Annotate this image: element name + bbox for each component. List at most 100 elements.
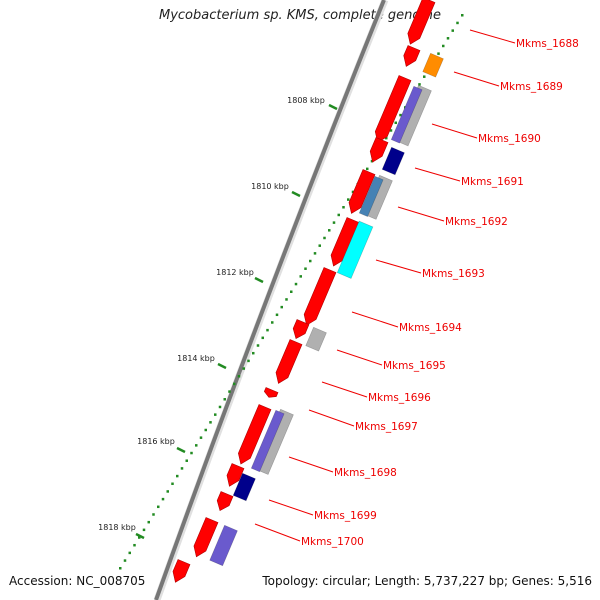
ruler-dot bbox=[218, 405, 222, 409]
ruler-dot bbox=[242, 367, 245, 370]
gene-leader-line bbox=[414, 167, 461, 182]
ruler-dot bbox=[223, 398, 226, 401]
gene-label: Mkms_1688 bbox=[516, 38, 579, 50]
gene-block bbox=[390, 85, 423, 144]
ruler-dot bbox=[456, 21, 459, 25]
ruler-dot bbox=[209, 421, 212, 424]
cds-arrow bbox=[374, 75, 412, 143]
ruler-dot bbox=[294, 282, 298, 286]
ruler-dot bbox=[166, 490, 169, 493]
ruler-dot bbox=[275, 313, 279, 317]
ruler-dot bbox=[190, 451, 193, 455]
ruler-dot bbox=[461, 14, 464, 17]
ruler-dot bbox=[442, 44, 445, 48]
ruler-dot bbox=[385, 136, 388, 140]
ruler-dot bbox=[214, 413, 217, 416]
ruler-dot bbox=[332, 221, 336, 224]
gene-label: Mkms_1693 bbox=[422, 268, 485, 280]
gene-label: Mkms_1699 bbox=[314, 510, 377, 522]
ruler-label: 1814 kbp bbox=[177, 354, 215, 363]
ruler-dot bbox=[290, 290, 293, 293]
gene-label: Mkms_1698 bbox=[334, 467, 397, 479]
genome-summary-text: Topology: circular; Length: 5,737,227 bp… bbox=[262, 574, 592, 588]
ruler-dot bbox=[418, 83, 421, 86]
ruler-dot bbox=[285, 298, 288, 301]
gene-leader-line bbox=[469, 29, 516, 44]
ruler-dot bbox=[247, 359, 250, 363]
ruler-dot bbox=[389, 129, 393, 132]
ruler-dot bbox=[437, 52, 440, 55]
ruler-major-tick bbox=[254, 276, 264, 284]
gene-label: Mkms_1691 bbox=[461, 176, 524, 188]
gene-label: Mkms_1690 bbox=[478, 133, 541, 145]
gene-leader-line bbox=[453, 71, 500, 87]
ruler-dot bbox=[271, 321, 274, 324]
cds-arrow bbox=[275, 339, 303, 384]
ruler-dot bbox=[451, 29, 454, 32]
gene-leader-line bbox=[351, 311, 399, 328]
gene-block bbox=[232, 472, 256, 502]
cds-arrow bbox=[303, 267, 337, 326]
ruler-dot bbox=[256, 344, 260, 347]
ruler-dot bbox=[280, 305, 283, 309]
ruler-dot bbox=[318, 244, 321, 247]
ruler-dot bbox=[370, 159, 374, 163]
ruler-dot bbox=[309, 259, 312, 263]
cds-arrow bbox=[403, 45, 421, 67]
ruler-dot bbox=[366, 167, 369, 171]
ruler-dot bbox=[304, 267, 307, 270]
ruler-dot bbox=[266, 328, 269, 332]
cds-arrows bbox=[172, 0, 436, 583]
ruler-dot bbox=[233, 382, 236, 386]
gene-block bbox=[422, 52, 444, 78]
ruler-dot bbox=[142, 528, 146, 532]
ruler-label: 1818 kbp bbox=[98, 523, 136, 532]
cds-arrow bbox=[292, 319, 310, 340]
gene-label: Mkms_1697 bbox=[355, 421, 418, 433]
ruler-major-tick bbox=[328, 103, 338, 111]
cds-arrow bbox=[193, 517, 219, 558]
cds-arrow bbox=[369, 137, 389, 163]
ruler-major-tick bbox=[135, 532, 145, 540]
genome-backbone-core bbox=[154, 0, 386, 600]
cds-arrow bbox=[216, 491, 234, 512]
ruler-dot bbox=[228, 390, 231, 393]
gene-label: Mkms_1700 bbox=[301, 536, 364, 548]
ruler-label: 1808 kbp bbox=[287, 96, 325, 105]
ruler-dot bbox=[195, 444, 198, 447]
ruler-dot bbox=[185, 459, 188, 462]
ruler-dot bbox=[147, 520, 150, 524]
ruler-dot bbox=[261, 336, 264, 340]
gene-leader-line bbox=[397, 206, 445, 222]
ruler-dot bbox=[161, 497, 165, 501]
cds-arrow bbox=[172, 559, 191, 583]
ruler-dot bbox=[128, 551, 131, 555]
ruler-dot bbox=[199, 436, 203, 439]
accession-text: Accession: NC_008705 bbox=[9, 574, 146, 588]
cds-arrow bbox=[407, 0, 436, 45]
ruler-major-tick bbox=[176, 446, 186, 454]
gene-labels: Mkms_1688 Mkms_1689 Mkms_1690 Mkms_1691 Mkms… bbox=[254, 29, 579, 548]
gene-block bbox=[250, 409, 285, 473]
ruler-dot bbox=[176, 474, 179, 478]
ruler-dot bbox=[299, 275, 302, 278]
gene-leader-line bbox=[254, 523, 301, 542]
gene-leader-line bbox=[268, 499, 314, 516]
gene-blocks bbox=[209, 52, 444, 567]
gene-label: Mkms_1692 bbox=[445, 216, 508, 228]
gene-label: Mkms_1696 bbox=[368, 392, 431, 404]
cds-arrow bbox=[238, 404, 272, 465]
ruler-dot bbox=[313, 252, 317, 255]
ruler-dot bbox=[351, 190, 355, 194]
gene-block bbox=[358, 175, 384, 217]
ruler-dot bbox=[423, 75, 426, 78]
ruler-dot bbox=[171, 482, 174, 486]
ruler-dot bbox=[237, 374, 241, 378]
ruler-dot bbox=[123, 559, 127, 562]
ruler-label: 1816 kbp bbox=[137, 437, 175, 446]
gene-leader-line bbox=[288, 456, 334, 473]
gene-block bbox=[209, 524, 238, 567]
map-title: Mycobacterium sp. KMS, complete genome bbox=[159, 8, 441, 23]
ruler-dot bbox=[394, 121, 397, 125]
